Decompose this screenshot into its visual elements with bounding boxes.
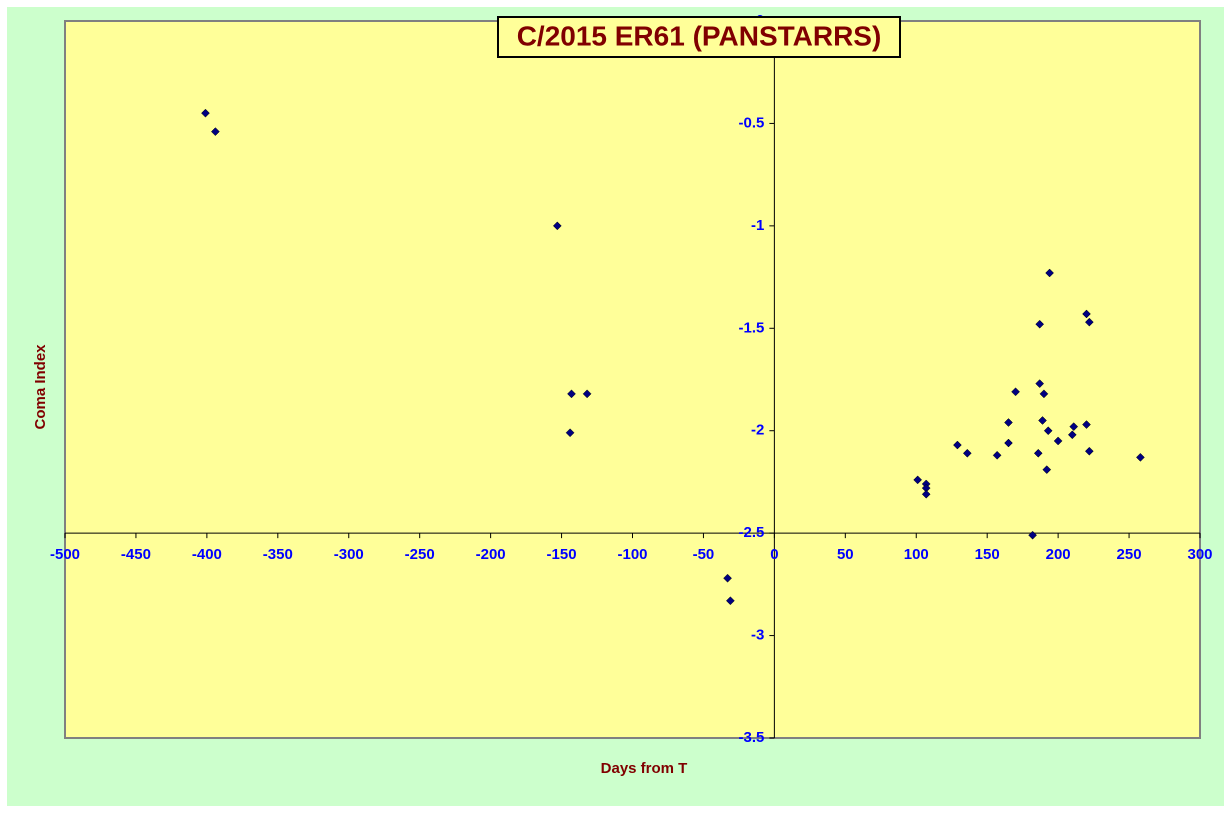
data-point: [1038, 416, 1047, 425]
data-point: [1067, 430, 1077, 440]
plot-area: [64, 20, 1201, 739]
data-point: [201, 108, 210, 118]
data-point: [1084, 317, 1094, 327]
data-point: [1136, 452, 1145, 462]
data-point: [1042, 465, 1052, 474]
data-point: [1035, 319, 1045, 329]
data-point: [723, 573, 732, 583]
y-tick-label: -2: [751, 422, 764, 439]
data-point: [1033, 448, 1043, 458]
y-tick-label: -3: [751, 627, 764, 644]
data-point: [582, 389, 592, 399]
data-point: [913, 475, 923, 485]
x-tick-label: 0: [770, 546, 778, 563]
data-point: [726, 596, 735, 606]
x-tick-label: 200: [1046, 546, 1071, 563]
x-axis-label: Days from T: [601, 760, 688, 777]
data-point: [1082, 309, 1091, 319]
x-tick-label: -350: [263, 546, 293, 563]
data-point: [1084, 446, 1094, 456]
data-point: [1004, 438, 1013, 448]
x-tick-label: 100: [904, 546, 929, 563]
x-tick-label: 250: [1117, 546, 1142, 563]
data-point: [565, 428, 575, 438]
data-point: [567, 389, 576, 399]
plot-layer: -500 -450 -400 -350 -300 -250 -200 -150 -100 -50 0…: [50, 12, 1213, 746]
y-tick-label: -3.5: [739, 729, 765, 746]
y-tick-label: -1: [751, 217, 764, 234]
y-tick-label: -1.5: [739, 319, 765, 336]
data-point: [211, 127, 220, 136]
data-point: [1004, 418, 1013, 427]
data-point: [552, 221, 562, 231]
x-tick-label: -400: [192, 546, 222, 563]
y-axis-label: Coma Index: [32, 344, 49, 430]
data-point: [1045, 268, 1054, 278]
data-point: [992, 450, 1002, 460]
title-box: [497, 16, 901, 58]
data-point: [921, 489, 931, 499]
data-point: [1043, 426, 1053, 436]
x-tick-label: 50: [837, 546, 854, 563]
data-point: [953, 440, 962, 450]
x-tick-label: -50: [693, 546, 715, 563]
data-point: [1082, 420, 1091, 429]
x-tick-label: 300: [1187, 546, 1212, 563]
data-point: [1011, 387, 1020, 397]
data-point: [1039, 389, 1049, 399]
chart-title: C/2015 ER61 (PANSTARRS): [517, 20, 882, 51]
x-tick-label: -450: [121, 546, 151, 563]
x-tick-label: -300: [334, 546, 364, 563]
x-tick-label: -500: [50, 546, 80, 563]
x-tick-label: -250: [405, 546, 435, 563]
x-tick-label: 150: [975, 546, 1000, 563]
x-tick-label: -100: [617, 546, 647, 563]
data-point: [1035, 379, 1045, 388]
data-point: [1053, 436, 1063, 446]
data-point: [962, 448, 972, 458]
x-tick-label: -200: [476, 546, 506, 563]
data-point: [1028, 530, 1037, 540]
y-tick-label: -0.5: [739, 114, 765, 131]
x-tick-label: -150: [547, 546, 577, 563]
data-point: [1069, 422, 1079, 431]
y-tick-label: -2.5: [739, 524, 765, 541]
